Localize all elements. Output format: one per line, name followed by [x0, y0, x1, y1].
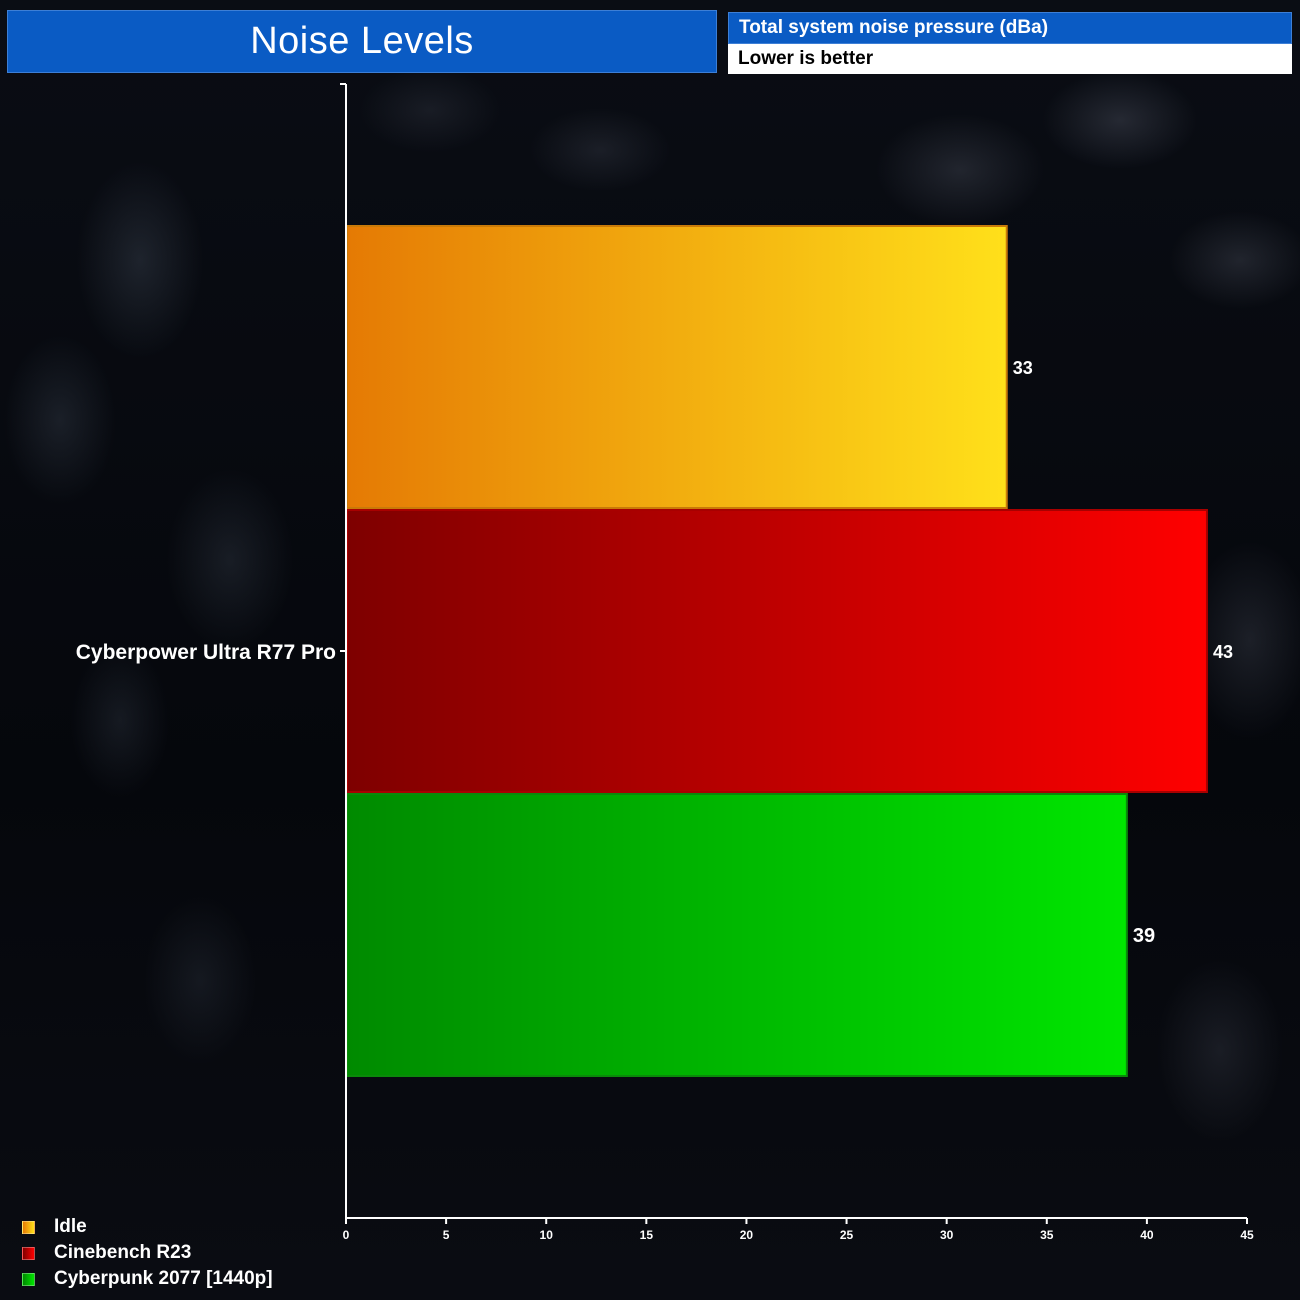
data-label: 43 — [1213, 642, 1233, 662]
x-tick-label: 40 — [1140, 1228, 1154, 1242]
chart-title: Noise Levels — [7, 10, 717, 73]
x-tick-label: 5 — [443, 1228, 450, 1242]
legend-item: Cinebench R23 — [22, 1240, 273, 1266]
x-tick-label: 20 — [740, 1228, 754, 1242]
data-label: 33 — [1013, 358, 1033, 378]
legend-label: Cinebench R23 — [54, 1242, 192, 1263]
metric-label: Total system noise pressure (dBa) — [728, 12, 1292, 44]
legend-item: Idle — [22, 1214, 273, 1240]
x-tick-label: 0 — [343, 1228, 350, 1242]
x-tick-label: 15 — [640, 1228, 654, 1242]
note-label: Lower is better — [728, 44, 1292, 74]
data-label: 39 — [1133, 925, 1155, 947]
bar-idle — [346, 225, 1008, 509]
legend: Idle Cinebench R23 Cyberpunk 2077 [1440p] — [22, 1214, 273, 1292]
legend-swatch — [22, 1220, 35, 1234]
x-tick-label: 35 — [1040, 1228, 1054, 1242]
legend-swatch — [22, 1272, 35, 1286]
legend-swatch — [22, 1246, 35, 1260]
subtitle-panel: Total system noise pressure (dBa) Lower … — [728, 12, 1292, 74]
bar-cyberpunk-2077-1440p — [346, 793, 1128, 1077]
legend-label: Idle — [54, 1216, 87, 1237]
x-tick-label: 45 — [1240, 1228, 1254, 1242]
legend-label: Cyberpunk 2077 [1440p] — [54, 1268, 273, 1289]
category-label: Cyberpower Ultra R77 Pro — [76, 641, 336, 664]
x-tick-label: 10 — [540, 1228, 554, 1242]
x-tick-label: 25 — [840, 1228, 854, 1242]
legend-item: Cyberpunk 2077 [1440p] — [22, 1266, 273, 1292]
x-tick-label: 30 — [940, 1228, 954, 1242]
bar-cinebench-r23 — [346, 509, 1208, 793]
